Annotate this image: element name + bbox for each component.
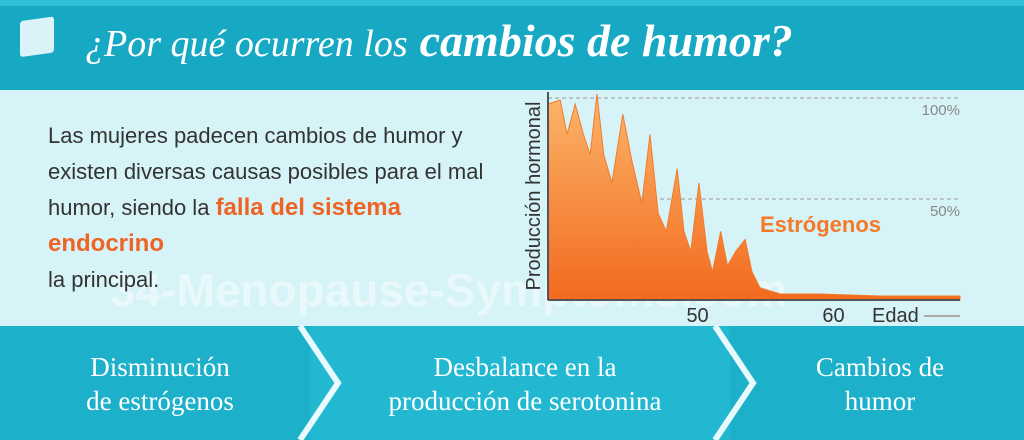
chevron xyxy=(297,324,342,440)
x-tick-label: 60 xyxy=(822,305,844,327)
x-axis-label: Edad xyxy=(872,305,919,327)
intro-highlight: falla del sistema endocrino xyxy=(48,194,401,257)
intro-text: Las mujeres padecen cambios de humor y e… xyxy=(48,118,488,298)
chart: 100% 50% Estrógenos 50 60 Edad Producción horm… xyxy=(523,92,961,327)
logo xyxy=(20,16,54,57)
step: Desbalance en la producción de serotonina xyxy=(330,350,720,418)
intro-before: Las mujeres padecen cambios de humor y e… xyxy=(48,123,484,220)
y-axis-label: Producción hormonal xyxy=(523,102,545,291)
y-tick-label: 50% xyxy=(930,203,960,220)
y-tick-label: 100% xyxy=(922,102,960,119)
step-line: Cambios de xyxy=(815,352,945,382)
step-panel xyxy=(310,326,730,440)
header-strip xyxy=(0,0,1024,6)
x-tick-label: 50 xyxy=(686,305,708,327)
step: Disminución de estrógenos xyxy=(10,350,310,418)
body-bg xyxy=(0,90,1024,326)
step: Cambios de humor xyxy=(745,350,1015,418)
step-line: producción de serotonina xyxy=(388,386,662,416)
step-line: humor xyxy=(844,386,916,416)
area xyxy=(547,93,961,301)
step-line: Disminución xyxy=(90,352,230,382)
step-line: Desbalance en la xyxy=(433,352,617,382)
step-line: de estrógenos xyxy=(86,386,234,416)
title: ¿Por qué ocurren los cambios de humor? xyxy=(85,15,793,66)
title-bold: cambios de humor? xyxy=(420,15,793,66)
chevron xyxy=(712,324,757,440)
header-bg xyxy=(0,0,1024,90)
title-light: ¿Por qué ocurren los xyxy=(85,23,408,65)
intro-after: la principal. xyxy=(48,267,160,292)
series-label: Estrógenos xyxy=(760,212,881,237)
